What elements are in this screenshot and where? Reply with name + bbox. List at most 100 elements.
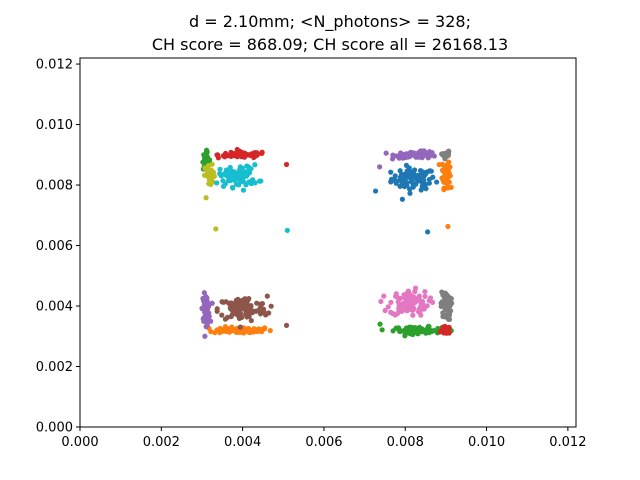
scatter-point (407, 190, 413, 196)
scatter-point (266, 310, 272, 316)
scatter-point (233, 311, 239, 317)
scatter-point (414, 151, 420, 157)
scatter-point (419, 155, 425, 161)
scatter-point (238, 306, 244, 312)
scatter-point (220, 299, 226, 305)
scatter-point (400, 182, 406, 189)
scatter-point (422, 288, 428, 295)
y-tick-label: 0.010 (36, 118, 73, 133)
scatter-point (219, 312, 225, 318)
scatter-point (448, 184, 454, 190)
y-tick-label: 0.004 (36, 300, 73, 315)
scatter-point (214, 308, 220, 314)
scatter-point (397, 327, 403, 333)
y-tick-label: 0.002 (36, 360, 73, 375)
x-tick-label: 0.008 (387, 435, 424, 450)
scatter-point (259, 308, 265, 314)
scatter-point (425, 155, 431, 161)
scatter-point (230, 172, 236, 178)
scatter-point (251, 326, 257, 333)
scatter-point (403, 162, 410, 168)
x-axis: 0.000 0.002 0.004 0.006 0.008 0.010 0.012 (61, 427, 586, 450)
scatter-point (420, 169, 426, 175)
scatter-point (229, 300, 235, 306)
scatter-point (245, 164, 251, 170)
scatter-point (393, 180, 399, 186)
scatter-point (388, 169, 394, 175)
scatter-point (419, 306, 426, 312)
scatter-point (441, 187, 447, 193)
scatter-point (409, 178, 415, 185)
y-tick-label: 0.000 (36, 421, 73, 436)
scatter-point (423, 186, 429, 192)
scatter-point (250, 177, 256, 183)
scatter-point (411, 326, 417, 332)
scatter-point (225, 171, 231, 177)
scatter-point (421, 177, 427, 183)
scatter-point (284, 227, 290, 233)
scatter-point (217, 171, 223, 177)
x-tick-label: 0.012 (549, 435, 586, 450)
data-points (199, 146, 455, 339)
chart-title-line-2: CH score = 868.09; CH score all = 26168.… (152, 35, 508, 54)
scatter-point (256, 178, 263, 184)
scatter-point (445, 152, 451, 158)
scatter-point (429, 151, 435, 157)
scatter-point (444, 176, 451, 182)
scatter-point (406, 174, 412, 180)
scatter-point (395, 295, 401, 301)
scatter-point (419, 183, 425, 189)
scatter-point (425, 229, 431, 235)
scatter-point (237, 164, 243, 170)
scatter-point (254, 300, 260, 306)
scatter-point (441, 294, 447, 300)
scatter-point (257, 327, 263, 333)
scatter-point (243, 173, 250, 179)
scatter-point (204, 322, 210, 328)
x-tick-label: 0.006 (305, 435, 342, 450)
scatter-point (439, 151, 445, 157)
scatter-point (412, 285, 419, 291)
scatter-point (444, 181, 450, 187)
scatter-point (208, 328, 214, 335)
scatter-point (237, 324, 243, 330)
scatter-point (404, 180, 410, 186)
scatter-point (267, 327, 273, 334)
scatter-point (409, 169, 415, 175)
scatter-point (438, 300, 444, 306)
x-tick-label: 0.010 (468, 435, 505, 450)
y-axis: 0.000 0.002 0.004 0.006 0.008 0.010 0.012 (36, 58, 80, 436)
scatter-point (228, 149, 234, 155)
scatter-point (426, 324, 432, 330)
scatter-point (268, 303, 274, 309)
scatter-point (382, 307, 388, 314)
scatter-point (233, 181, 240, 187)
scatter-point (203, 195, 209, 201)
scatter-point (408, 306, 414, 312)
scatter-point (422, 293, 428, 300)
scatter-point (202, 333, 208, 339)
scatter-point (392, 173, 398, 179)
scatter-point (402, 172, 408, 178)
scatter-point (252, 162, 258, 168)
scatter-point (234, 150, 240, 156)
scatter-point (226, 327, 232, 333)
scatter-point (388, 299, 394, 305)
scatter-point (383, 150, 389, 156)
scatter-point (443, 164, 449, 170)
scatter-point (220, 183, 227, 189)
scatter-point (254, 150, 260, 156)
scatter-point (208, 318, 214, 324)
scatter-point (446, 148, 452, 154)
scatter-point (407, 291, 413, 298)
scatter-point (385, 304, 391, 310)
scatter-point (445, 301, 451, 307)
scatter-point (224, 314, 231, 320)
x-tick-label: 0.000 (61, 435, 98, 450)
scatter-point (430, 174, 436, 180)
scatter-point (206, 173, 212, 180)
scatter-point (214, 180, 220, 186)
scatter-point (410, 184, 416, 190)
